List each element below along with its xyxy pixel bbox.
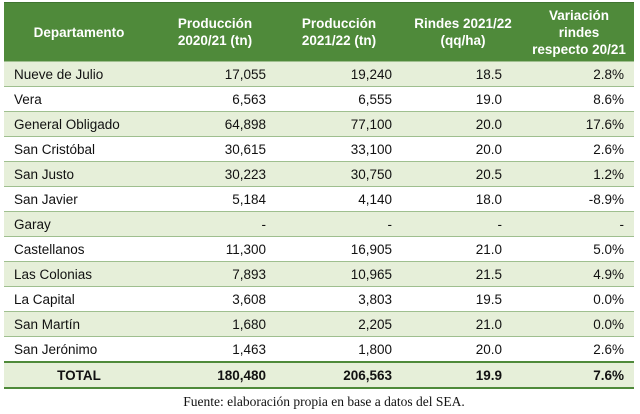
cell-produccion-2020-21: 1,680 [154, 311, 276, 337]
cell-variacion-rindes: 2.6% [524, 136, 634, 162]
cell-departamento: San Martín [4, 311, 154, 337]
cell-produccion-2021-22: 30,750 [276, 161, 402, 187]
cell-rindes-2021-22: 20.0 [402, 136, 524, 162]
cell-rindes-2021-22: 21.5 [402, 261, 524, 287]
cell-variacion-rindes: 2.8% [524, 61, 634, 87]
cell-variacion-rindes: 4.9% [524, 261, 634, 287]
table-body: Nueve de Julio 17,055 19,240 18.5 2.8% Vera 6,… [4, 61, 634, 389]
cell-produccion-2020-21: 11,300 [154, 236, 276, 262]
table-row: Castellanos 11,300 16,905 21.0 5.0% [4, 236, 634, 262]
cell-produccion-2021-22: 77,100 [276, 111, 402, 137]
table-row: General Obligado 64,898 77,100 20.0 17.6% [4, 111, 634, 137]
table-row: San Cristóbal 30,615 33,100 20.0 2.6% [4, 136, 634, 162]
production-table-container: Departamento Producción 2020/21 (tn) Prod… [4, 2, 634, 409]
cell-produccion-2020-21: 30,615 [154, 136, 276, 162]
header-departamento: Departamento [4, 2, 154, 62]
cell-produccion-2020-21: 5,184 [154, 186, 276, 212]
cell-rindes-2021-22: 18.5 [402, 61, 524, 87]
total-label: TOTAL [4, 361, 154, 389]
cell-departamento: General Obligado [4, 111, 154, 137]
cell-produccion-2020-21: 7,893 [154, 261, 276, 287]
cell-departamento: La Capital [4, 286, 154, 312]
cell-variacion-rindes: - [524, 211, 634, 237]
cell-variacion-rindes: 17.6% [524, 111, 634, 137]
table-row: Garay - - - - [4, 211, 634, 237]
production-table: Departamento Producción 2020/21 (tn) Prod… [4, 2, 634, 389]
cell-departamento: San Cristóbal [4, 136, 154, 162]
cell-produccion-2021-22: 6,555 [276, 86, 402, 112]
cell-rindes-2021-22: 20.0 [402, 336, 524, 362]
cell-rindes-2021-22: 20.5 [402, 161, 524, 187]
cell-produccion-2021-22: 33,100 [276, 136, 402, 162]
cell-rindes-2021-22: 20.0 [402, 111, 524, 137]
cell-variacion-rindes: 2.6% [524, 336, 634, 362]
header-produccion-2021-22: Producción 2021/22 (tn) [276, 2, 402, 62]
table-row: Nueve de Julio 17,055 19,240 18.5 2.8% [4, 61, 634, 87]
cell-departamento: San Justo [4, 161, 154, 187]
cell-produccion-2021-22: 1,800 [276, 336, 402, 362]
cell-produccion-2020-21: 1,463 [154, 336, 276, 362]
total-rindes: 19.9 [402, 361, 524, 389]
cell-produccion-2021-22: 10,965 [276, 261, 402, 287]
table-row: San Javier 5,184 4,140 18.0 -8.9% [4, 186, 634, 212]
cell-departamento: San Jerónimo [4, 336, 154, 362]
cell-variacion-rindes: 0.0% [524, 311, 634, 337]
cell-produccion-2021-22: 16,905 [276, 236, 402, 262]
cell-departamento: Castellanos [4, 236, 154, 262]
total-produccion-2020-21: 180,480 [154, 361, 276, 389]
table-row: Vera 6,563 6,555 19.0 8.6% [4, 86, 634, 112]
cell-produccion-2020-21: 30,223 [154, 161, 276, 187]
cell-variacion-rindes: 1.2% [524, 161, 634, 187]
cell-departamento: Las Colonias [4, 261, 154, 287]
table-header-row: Departamento Producción 2020/21 (tn) Prod… [4, 2, 634, 62]
total-variacion: 7.6% [524, 361, 634, 389]
cell-produccion-2020-21: 6,563 [154, 86, 276, 112]
cell-rindes-2021-22: - [402, 211, 524, 237]
header-variacion-rindes: Variación rindes respecto 20/21 [524, 2, 634, 62]
cell-rindes-2021-22: 21.0 [402, 236, 524, 262]
cell-rindes-2021-22: 18.0 [402, 186, 524, 212]
cell-produccion-2020-21: 17,055 [154, 61, 276, 87]
cell-produccion-2020-21: - [154, 211, 276, 237]
cell-variacion-rindes: 0.0% [524, 286, 634, 312]
cell-produccion-2021-22: - [276, 211, 402, 237]
header-rindes-2021-22: Rindes 2021/22 (qq/ha) [402, 2, 524, 62]
cell-departamento: Garay [4, 211, 154, 237]
table-row: Las Colonias 7,893 10,965 21.5 4.9% [4, 261, 634, 287]
cell-produccion-2021-22: 19,240 [276, 61, 402, 87]
total-produccion-2021-22: 206,563 [276, 361, 402, 389]
cell-rindes-2021-22: 19.5 [402, 286, 524, 312]
cell-variacion-rindes: 8.6% [524, 86, 634, 112]
cell-variacion-rindes: -8.9% [524, 186, 634, 212]
table-row: La Capital 3,608 3,803 19.5 0.0% [4, 286, 634, 312]
cell-departamento: Nueve de Julio [4, 61, 154, 87]
header-produccion-2020-21: Producción 2020/21 (tn) [154, 2, 276, 62]
total-row: TOTAL 180,480 206,563 19.9 7.6% [4, 361, 634, 389]
cell-produccion-2021-22: 4,140 [276, 186, 402, 212]
source-note: Fuente: elaboración propia en base a dat… [183, 394, 465, 409]
cell-departamento: Vera [4, 86, 154, 112]
cell-produccion-2021-22: 2,205 [276, 311, 402, 337]
table-row: San Justo 30,223 30,750 20.5 1.2% [4, 161, 634, 187]
cell-produccion-2020-21: 3,608 [154, 286, 276, 312]
table-row: San Martín 1,680 2,205 21.0 0.0% [4, 311, 634, 337]
cell-produccion-2020-21: 64,898 [154, 111, 276, 137]
cell-rindes-2021-22: 19.0 [402, 86, 524, 112]
cell-produccion-2021-22: 3,803 [276, 286, 402, 312]
cell-rindes-2021-22: 21.0 [402, 311, 524, 337]
cell-variacion-rindes: 5.0% [524, 236, 634, 262]
table-row: San Jerónimo 1,463 1,800 20.0 2.6% [4, 336, 634, 362]
cell-departamento: San Javier [4, 186, 154, 212]
